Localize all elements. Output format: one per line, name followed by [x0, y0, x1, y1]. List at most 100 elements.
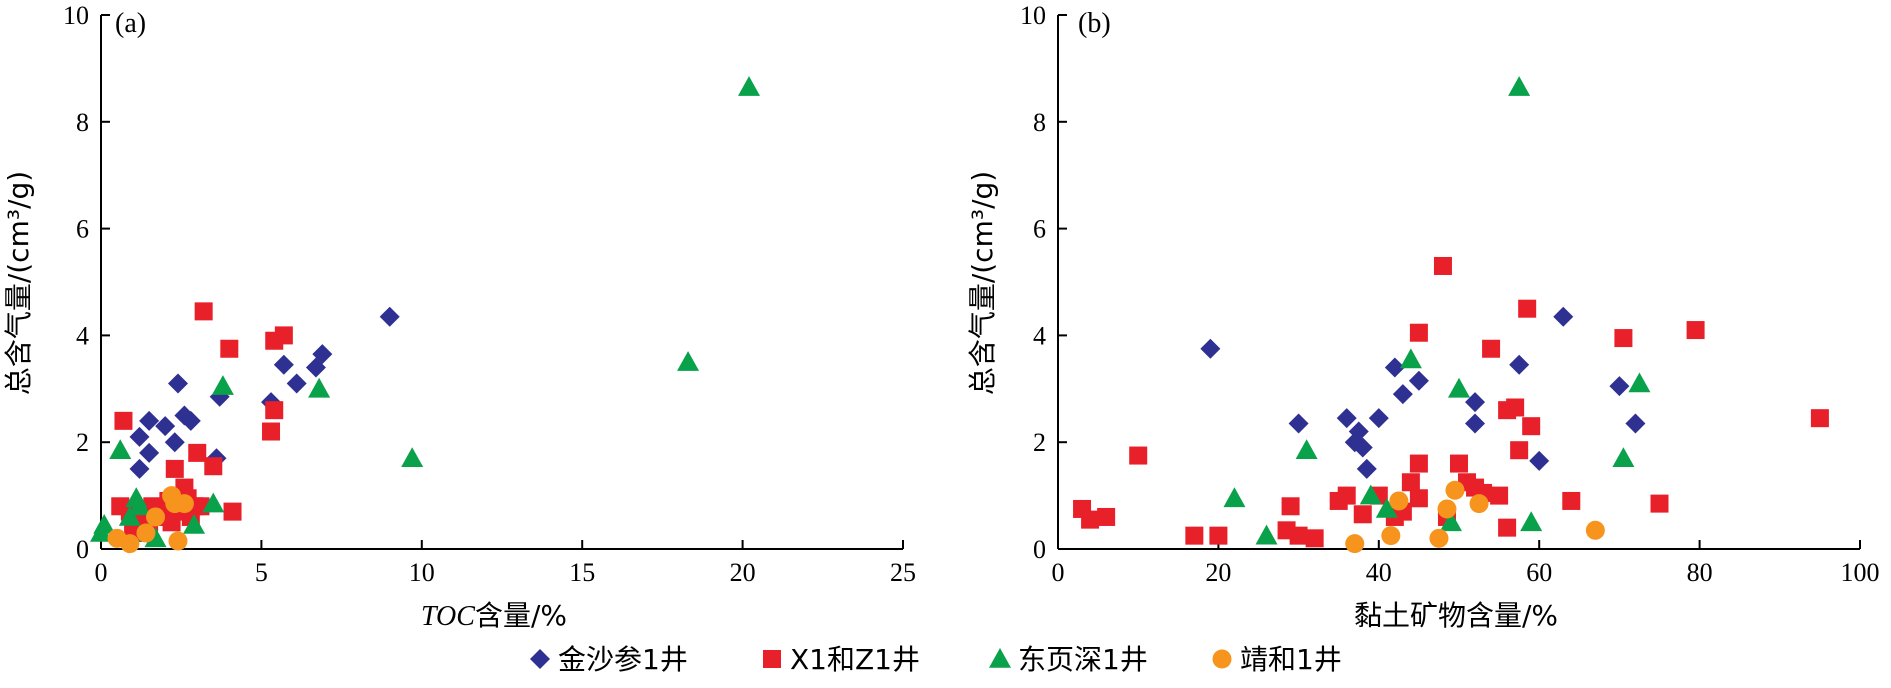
- data-point-square: [1353, 505, 1372, 524]
- data-point-diamond: [1336, 408, 1357, 429]
- y-tick-label: 4: [1033, 321, 1046, 350]
- legend-label: X1和Z1井: [790, 643, 920, 676]
- data-point-circle: [120, 534, 140, 554]
- data-point-square: [262, 422, 281, 441]
- legend-marker-circle: [1212, 649, 1232, 669]
- data-point-diamond: [1200, 338, 1221, 359]
- legend-item: 东页深1井: [989, 643, 1148, 676]
- panel-b-label: (b): [1078, 8, 1111, 39]
- data-point-square: [1562, 491, 1581, 510]
- data-point-square: [1097, 507, 1116, 526]
- data-point-diamond: [129, 458, 150, 479]
- data-point-circle: [1445, 480, 1465, 500]
- data-point-diamond: [1356, 458, 1377, 479]
- data-point-triangle: [109, 439, 132, 460]
- legend-item: 靖和1井: [1212, 643, 1342, 676]
- data-point-triangle: [1628, 372, 1651, 393]
- y-tick-label: 0: [1033, 535, 1046, 564]
- data-point-triangle: [677, 351, 700, 371]
- data-point-triangle: [1255, 524, 1278, 545]
- data-point-circle: [146, 507, 166, 527]
- data-point-square: [1281, 497, 1300, 516]
- data-point-square: [220, 339, 239, 358]
- data-point-diamond: [1392, 384, 1413, 405]
- data-point-diamond: [1368, 408, 1389, 429]
- data-point-circle: [174, 494, 194, 514]
- data-point-circle: [136, 523, 156, 543]
- panel-a-x-axis-title-italic: TOC: [421, 601, 475, 632]
- data-point-circle: [1345, 534, 1365, 554]
- panel-b-ticks: 0 20 40 60 80 100 0 2 4 6 8 10: [1020, 1, 1880, 587]
- data-point-square: [1337, 486, 1356, 505]
- data-point-triangle: [1508, 76, 1531, 96]
- data-point-square: [1490, 486, 1509, 505]
- panel-b-y-axis-title: 总含气量/(cm³/g): [966, 171, 999, 395]
- data-point-triangle: [144, 527, 167, 548]
- data-point-diamond: [129, 426, 150, 447]
- data-point-square: [1289, 526, 1308, 545]
- data-point-square: [1185, 526, 1204, 545]
- data-point-diamond: [1509, 354, 1530, 375]
- legend-label: 金沙参1井: [558, 643, 688, 676]
- x-tick-label: 80: [1687, 558, 1713, 587]
- data-point-circle: [1429, 528, 1449, 548]
- y-tick-label: 8: [1033, 108, 1046, 137]
- y-tick-label: 0: [76, 535, 89, 564]
- data-point-triangle: [1439, 511, 1462, 532]
- x-tick-label: 0: [95, 558, 108, 587]
- panel-a-toc-chart: 0 5 10 15 20 25 0 2 4 6 8 10 (a) TOC含量/% 总含气量/(cm³/…: [2, 1, 916, 632]
- data-point-diamond: [1465, 392, 1486, 413]
- data-point-triangle: [1448, 377, 1470, 398]
- data-point-diamond: [155, 416, 176, 437]
- data-point-square: [165, 459, 184, 478]
- x-tick-label: 40: [1366, 558, 1392, 587]
- x-tick-label: 60: [1526, 558, 1552, 587]
- legend-marker-diamond: [530, 649, 550, 669]
- data-point-diamond: [139, 442, 160, 463]
- data-point-diamond: [180, 410, 201, 431]
- data-point-diamond: [1408, 370, 1429, 391]
- data-point-diamond: [1625, 413, 1646, 434]
- data-point-square: [1433, 256, 1452, 275]
- data-point-diamond: [273, 354, 294, 375]
- data-point-square: [1506, 398, 1525, 417]
- data-point-diamond: [1465, 413, 1486, 434]
- data-point-triangle: [118, 505, 141, 526]
- data-point-square: [1614, 329, 1633, 348]
- legend-label: 靖和1井: [1240, 643, 1342, 676]
- data-point-diamond: [312, 344, 333, 365]
- data-point-circle: [1469, 494, 1489, 514]
- panel-b-points: [1073, 76, 1829, 554]
- data-point-diamond: [1352, 437, 1373, 458]
- panel-b-clay-chart: 0 20 40 60 80 100 0 2 4 6 8 10 (b) 黏土矿物含量/% 总含气量/(c…: [966, 1, 1880, 632]
- data-point-triangle: [202, 492, 225, 513]
- data-point-square: [188, 443, 207, 462]
- data-point-square: [265, 401, 284, 420]
- data-point-triangle: [1295, 439, 1318, 460]
- data-point-square: [1401, 473, 1420, 492]
- data-point-square: [1409, 454, 1428, 473]
- data-point-square: [1409, 489, 1428, 508]
- legend-item: 金沙参1井: [530, 643, 688, 676]
- data-point-square: [1810, 409, 1829, 428]
- data-point-triangle: [93, 513, 116, 534]
- data-point-triangle: [738, 76, 761, 96]
- panel-a-label: (a): [115, 8, 146, 39]
- data-point-triangle: [1399, 348, 1422, 369]
- data-point-square: [223, 502, 242, 521]
- data-point-square: [1650, 494, 1669, 513]
- data-point-square: [1129, 446, 1148, 465]
- data-point-square: [1510, 441, 1529, 460]
- data-point-square: [1450, 454, 1468, 473]
- x-tick-label: 10: [409, 558, 435, 587]
- data-point-triangle: [401, 447, 424, 468]
- y-tick-label: 6: [1033, 215, 1046, 244]
- data-point-diamond: [167, 373, 188, 394]
- y-tick-label: 10: [1020, 1, 1046, 30]
- data-point-diamond: [139, 410, 160, 431]
- panel-b-axes: [1057, 15, 1860, 550]
- legend-item: X1和Z1井: [763, 643, 920, 676]
- legend-marker-triangle: [989, 648, 1011, 668]
- data-point-diamond: [1288, 413, 1309, 434]
